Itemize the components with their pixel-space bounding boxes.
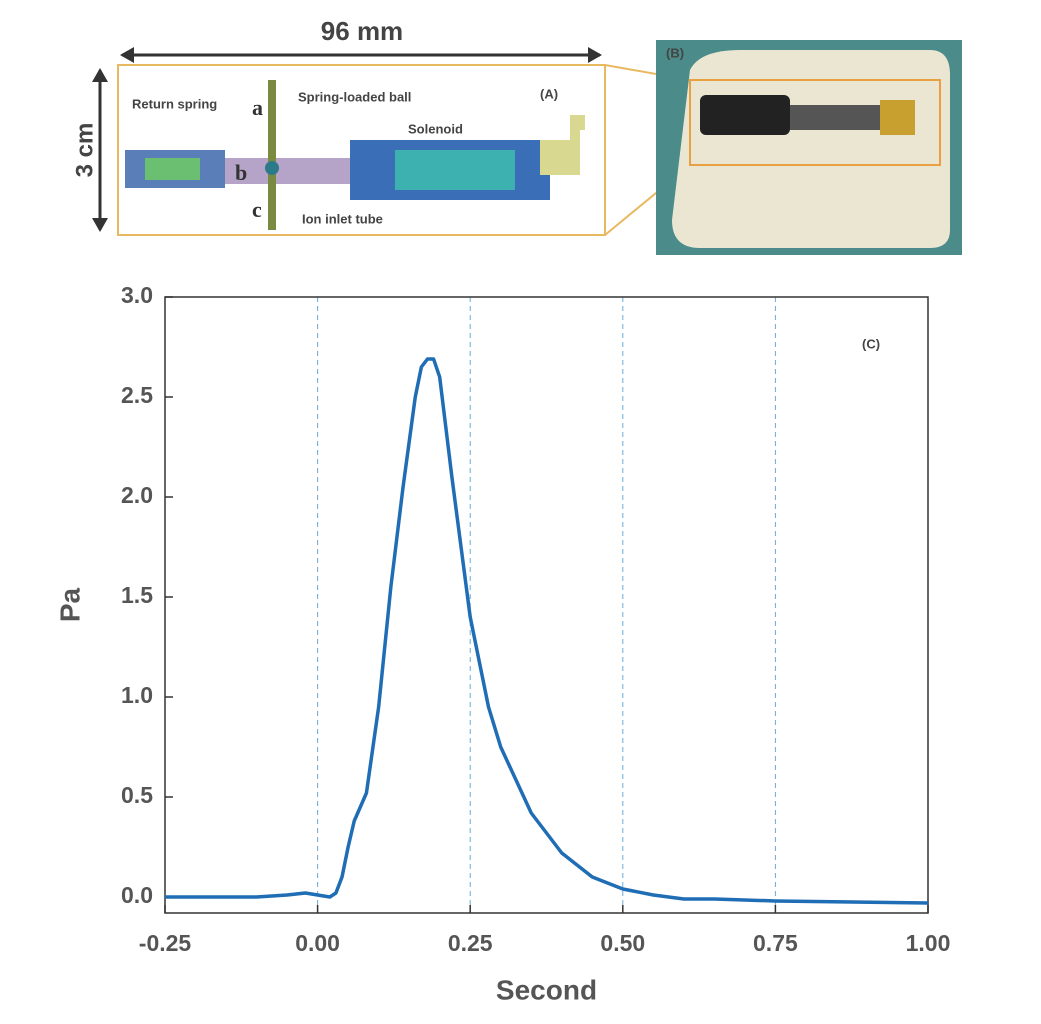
y-tick-label: 1.5 [121, 582, 153, 608]
label: Spring-loaded ball [298, 89, 411, 104]
panel-frame [117, 64, 606, 236]
y-tick-label: 0.5 [121, 782, 153, 808]
x-tick-label: 0.50 [600, 930, 645, 956]
bracket [540, 115, 585, 175]
height-label: 3 cm [71, 123, 98, 178]
label: c [252, 197, 262, 222]
label: b [235, 160, 247, 185]
x-tick-label: 0.00 [295, 930, 340, 956]
y-axis-label: Pa [54, 587, 85, 622]
panel-b: (B) [656, 40, 962, 255]
solenoid-core [395, 150, 515, 190]
plot-frame [164, 296, 929, 914]
data-line [165, 357, 929, 905]
device [880, 100, 915, 135]
panel-label: (B) [666, 45, 684, 60]
x-tick-label: 0.25 [448, 930, 493, 956]
x-tick-label: 0.75 [753, 930, 798, 956]
ball [265, 161, 279, 175]
width-label: 96 mm [321, 16, 403, 46]
x-tick-label: -0.25 [139, 930, 192, 956]
spring [145, 158, 200, 180]
y-tick-label: 2.0 [121, 482, 153, 508]
panel-label: (A) [540, 86, 558, 101]
y-tick-label: 2.5 [121, 382, 153, 408]
annotation: (C) [862, 336, 880, 351]
shaft [225, 158, 355, 184]
x-tick-label: 1.00 [906, 930, 951, 956]
label: Return spring [132, 96, 217, 111]
y-tick-label: 1.0 [121, 682, 153, 708]
label: a [252, 95, 263, 120]
y-tick-label: 0.0 [121, 882, 153, 908]
highlight [689, 79, 941, 166]
label: Ion inlet tube [302, 211, 383, 226]
label: Solenoid [408, 121, 463, 136]
chart: -0.25 0.00 0.25 0.50 0.75 1.00 0.0 0.5 1.0 1.5 2.0… [54, 282, 950, 1005]
device [700, 95, 790, 135]
y-tick-label: 3.0 [121, 282, 153, 308]
panel-a: 96 mm 3 cm (A) Return spring Spring-load… [71, 16, 691, 236]
tube [268, 80, 276, 230]
x-axis-label: Second [496, 974, 597, 1005]
